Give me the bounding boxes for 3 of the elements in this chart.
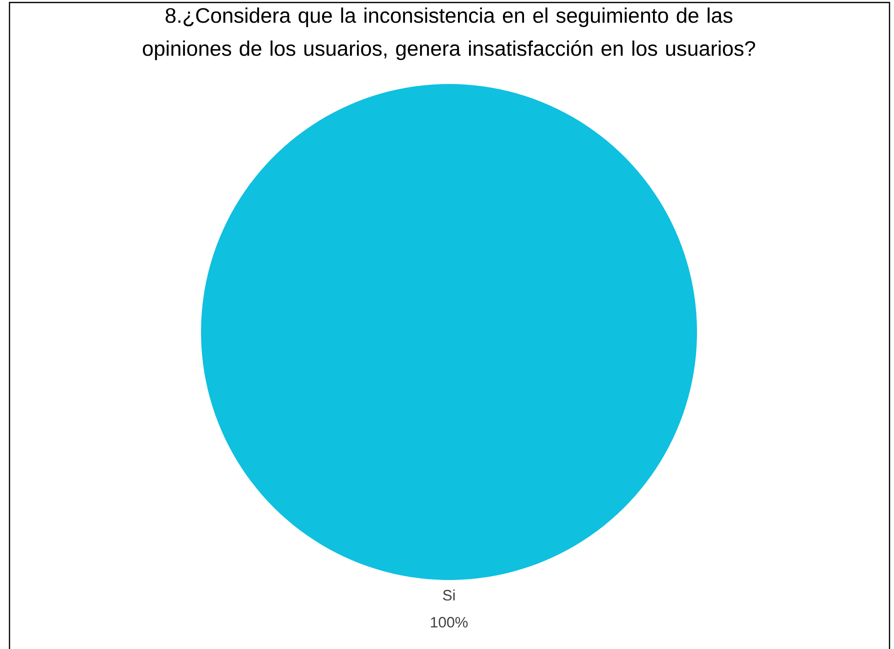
slice-label: Si xyxy=(443,590,455,601)
chart-title: 8.¿Considera que la inconsistencia en el seguimiento de las opiniones de los usuarios, genera insatisfacción en los usuarios? xyxy=(142,8,756,60)
data-label: 100% xyxy=(430,616,468,628)
